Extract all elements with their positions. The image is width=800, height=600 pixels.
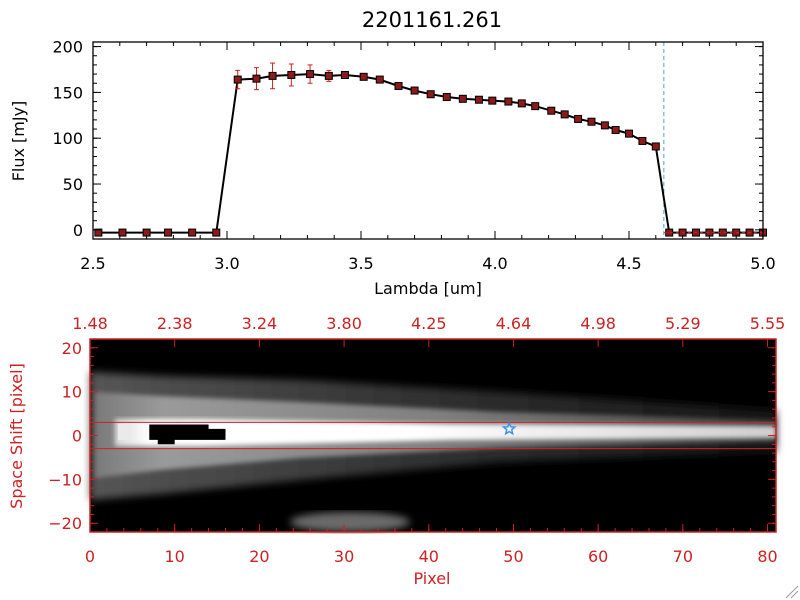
saturated-pixels — [149, 424, 226, 445]
top-tick-label: 3.80 — [326, 314, 362, 333]
data-point — [458, 94, 467, 103]
data-point — [442, 92, 451, 101]
x-tick-label: 4.0 — [482, 254, 507, 273]
top-x-axis-label: Lambda [um] — [374, 279, 482, 298]
y-tick-label: −10 — [48, 470, 82, 489]
y-tick-label: 0 — [72, 427, 82, 446]
data-point — [547, 106, 556, 115]
data-point — [340, 70, 349, 79]
bottom-blob — [290, 512, 410, 532]
data-point — [488, 96, 497, 105]
bottom-y-ticks: −20 −10 0 10 20 — [48, 339, 776, 533]
bottom-x-ticks: 0 10 20 30 40 50 60 70 80 — [85, 524, 778, 566]
data-point — [188, 228, 197, 237]
data-point — [600, 121, 609, 130]
bright-core — [115, 419, 776, 446]
bottom-y-axis-label: Space Shift [pixel] — [7, 363, 26, 509]
x-tick-label: 80 — [757, 547, 777, 566]
x-tick-label: 70 — [673, 547, 693, 566]
data-point — [375, 75, 384, 84]
data-point — [560, 110, 569, 119]
data-point — [517, 99, 526, 108]
y-tick-label: 10 — [62, 383, 82, 402]
x-tick-label: 3.0 — [214, 254, 239, 273]
data-point — [651, 142, 660, 151]
left-bright-column — [118, 424, 128, 440]
x-tick-label: 30 — [334, 547, 354, 566]
data-point — [324, 71, 333, 80]
y-tick-label: 0 — [73, 221, 83, 240]
y-tick-label: 50 — [63, 175, 83, 194]
top-tick-label: 4.64 — [496, 314, 532, 333]
data-point — [426, 90, 435, 99]
x-tick-label: 4.5 — [616, 254, 641, 273]
top-tick-label: 1.48 — [72, 314, 108, 333]
data-point — [504, 97, 513, 106]
star-icon — [501, 421, 517, 436]
y-tick-label: 20 — [62, 339, 82, 358]
data-point — [306, 70, 315, 79]
top-tick-label: 5.55 — [750, 314, 786, 333]
flux-series-layer — [94, 62, 767, 237]
data-point — [638, 136, 647, 145]
data-point — [474, 95, 483, 104]
two-d-spectrum-plot: 0 10 20 30 40 50 60 70 80 1.48 2.38 3.24 3.80 4.25 4.… — [48, 314, 785, 566]
data-point — [611, 125, 620, 134]
x-tick-label: 5.0 — [750, 254, 775, 273]
data-point — [118, 228, 127, 237]
data-point — [287, 70, 296, 79]
y-tick-label: −20 — [48, 514, 82, 533]
x-tick-label: 2.5 — [80, 254, 105, 273]
top-spectrum-plot: 2.5 3.0 3.5 4.0 4.5 5.0 0 50 100 150 200 — [52, 38, 775, 273]
star-marker-layer — [501, 421, 517, 436]
data-point — [574, 114, 583, 123]
data-point — [394, 81, 403, 90]
top-y-axis-label: Flux [mJy] — [9, 101, 28, 182]
x-tick-label: 40 — [419, 547, 439, 566]
data-point — [94, 228, 103, 237]
top-y-ticks: 0 50 100 150 200 — [52, 38, 763, 240]
data-point — [410, 86, 419, 95]
bottom-top-ticks: 1.48 2.38 3.24 3.80 4.25 4.64 4.98 5.29 5.55 — [72, 314, 785, 347]
bottom-x-axis-label: Pixel — [413, 569, 450, 588]
x-tick-label: 10 — [165, 547, 185, 566]
x-tick-label: 50 — [503, 547, 523, 566]
extraction-band-lines — [90, 421, 776, 450]
data-point — [268, 71, 277, 80]
top-tick-label: 5.29 — [665, 314, 701, 333]
x-tick-label: 0 — [85, 547, 95, 566]
top-x-ticks: 2.5 3.0 3.5 4.0 4.5 5.0 — [80, 42, 776, 273]
chart-title: 2201161.261 — [362, 8, 502, 32]
data-point — [359, 72, 368, 81]
data-point — [531, 102, 540, 111]
x-tick-label: 60 — [588, 547, 608, 566]
saturated-region — [149, 424, 226, 445]
top-tick-label: 4.98 — [580, 314, 616, 333]
data-point — [233, 75, 242, 84]
y-tick-label: 200 — [52, 38, 83, 57]
data-point — [212, 228, 221, 237]
y-tick-label: 100 — [52, 129, 83, 148]
x-tick-label: 20 — [249, 547, 269, 566]
top-tick-label: 4.25 — [411, 314, 447, 333]
x-tick-label: 3.5 — [348, 254, 373, 273]
data-point — [252, 74, 261, 83]
top-tick-label: 2.38 — [157, 314, 193, 333]
data-point — [625, 129, 633, 138]
data-point — [587, 117, 596, 126]
data-point — [164, 228, 173, 237]
y-tick-label: 150 — [52, 83, 83, 102]
resize-grip-icon[interactable] — [785, 585, 799, 599]
top-plot-frame — [92, 41, 764, 240]
top-tick-label: 3.24 — [242, 314, 278, 333]
